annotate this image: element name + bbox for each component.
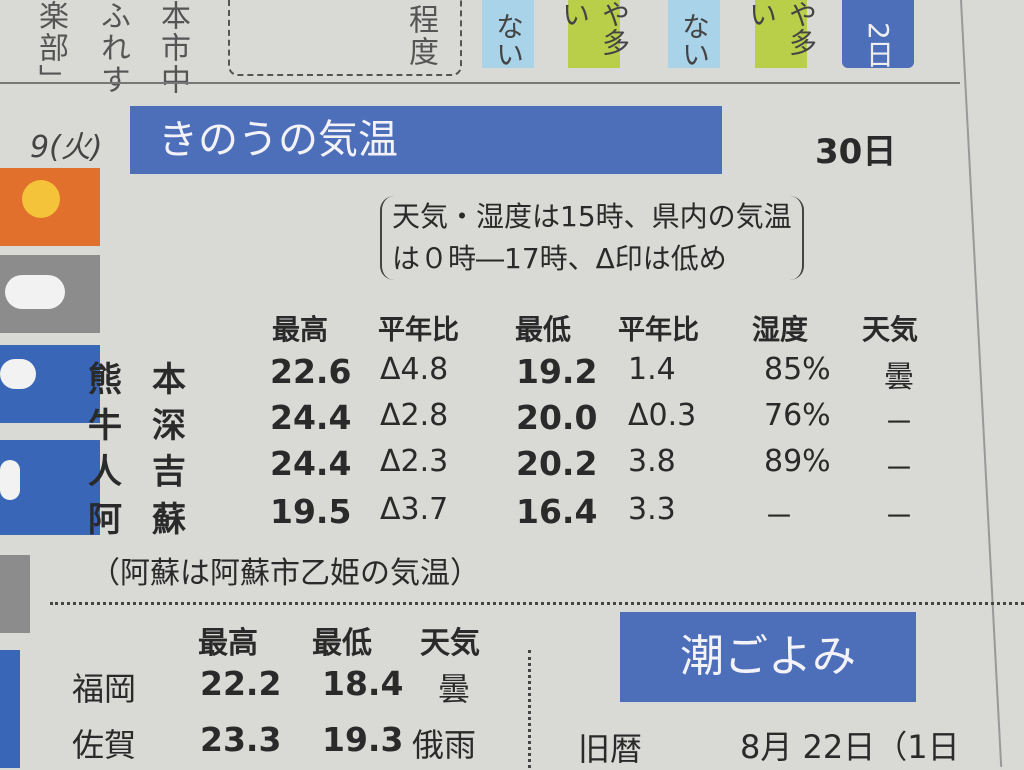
city-name: 牛 深 — [88, 406, 186, 446]
low-value: 18.4 — [322, 664, 404, 703]
sun-rain-icon — [0, 168, 100, 246]
cloud-rain-icon — [0, 345, 100, 423]
header-high: 最高 — [198, 626, 258, 661]
vertical-text: 楽部」 — [33, 0, 68, 96]
header-low: 最低 — [515, 313, 572, 346]
pill: 2日 — [842, 0, 914, 68]
weather-value: 曇 — [884, 360, 914, 395]
header-diff: 平年比 — [618, 315, 699, 346]
high-value: 22.6 — [270, 352, 352, 391]
section-title: きのうの気温 — [130, 106, 722, 174]
dotted-divider — [50, 602, 1024, 605]
high-value: 24.4 — [270, 444, 352, 483]
weather-value: 俄雨 — [412, 726, 477, 764]
header-diff: 平年比 — [378, 315, 459, 346]
weather-value: － — [884, 500, 914, 535]
header-weather: 天気 — [420, 626, 480, 661]
low-value: 20.2 — [516, 444, 598, 483]
pill: や多い — [558, 0, 631, 68]
high-value: 22.2 — [200, 664, 282, 703]
weather-value: － — [884, 406, 914, 441]
date-label: 30日 — [815, 132, 897, 172]
low-diff-value: Δ0.3 — [628, 398, 697, 433]
low-value: 20.0 — [516, 398, 598, 437]
low-diff-value: 3.3 — [628, 492, 676, 527]
tide-title: 潮ごよみ — [620, 612, 916, 702]
box-text: 程度 — [403, 4, 438, 68]
low-diff-value: 1.4 — [628, 352, 676, 387]
vertical-text: ふれす — [95, 0, 130, 96]
humidity-value: 89% — [764, 444, 831, 479]
rain-icon — [0, 650, 20, 768]
weather-value: － — [884, 452, 914, 487]
high-diff-value: Δ3.7 — [380, 492, 449, 527]
high-value: 24.4 — [270, 398, 352, 437]
pill: や多い — [745, 0, 818, 68]
footnote: （阿蘇は阿蘇市乙姫の気温） — [90, 556, 480, 591]
low-value: 19.2 — [516, 352, 598, 391]
humidity-value: 85% — [764, 352, 831, 387]
cloud-icon — [0, 555, 30, 633]
high-value: 19.5 — [270, 492, 352, 531]
low-diff-value: 3.8 — [628, 444, 676, 479]
high-diff-value: Δ4.8 — [380, 352, 449, 387]
header-humidity: 湿度 — [752, 313, 809, 346]
high-value: 23.3 — [200, 720, 282, 759]
header-high: 最高 — [272, 313, 329, 346]
cloud-rain-icon — [0, 440, 100, 535]
city-name: 福岡 — [72, 670, 137, 708]
column-rule — [960, 0, 1003, 767]
city-name: 阿 蘇 — [88, 500, 186, 540]
pill: ない — [482, 0, 534, 68]
city-name: 人 吉 — [88, 452, 186, 492]
note-line: 天気・湿度は15時、県内の気温 — [392, 200, 792, 233]
low-value: 16.4 — [516, 492, 598, 531]
vertical-text: 本市中 — [155, 0, 190, 96]
dotted-box: 程度 — [228, 0, 462, 76]
cloud-rain-icon — [0, 255, 100, 333]
note: 天気・湿度は15時、県内の気温 は０時―17時、Δ印は低め — [380, 196, 804, 280]
weather-value: 曇 — [438, 670, 471, 708]
tide-value: 8月 22日（1日 — [740, 728, 960, 766]
humidity-value: － — [764, 500, 794, 535]
high-diff-value: Δ2.3 — [380, 444, 449, 479]
city-name: 熊 本 — [88, 360, 186, 400]
forecast-date: 9(火) — [30, 130, 103, 165]
city-name: 佐賀 — [72, 726, 137, 764]
header-weather: 天気 — [862, 313, 919, 346]
dotted-divider — [528, 650, 531, 768]
low-value: 19.3 — [322, 720, 404, 759]
divider — [0, 82, 960, 84]
humidity-value: 76% — [764, 398, 831, 433]
tide-label: 旧暦 — [578, 730, 643, 768]
header-low: 最低 — [312, 626, 372, 661]
note-line: は０時―17時、Δ印は低め — [392, 242, 727, 275]
high-diff-value: Δ2.8 — [380, 398, 449, 433]
pill: ない — [668, 0, 720, 68]
